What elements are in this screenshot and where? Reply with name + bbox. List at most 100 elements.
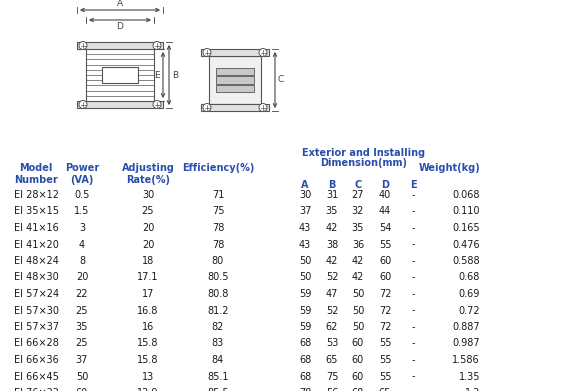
- Text: 65: 65: [326, 355, 338, 365]
- Text: EI 57×37: EI 57×37: [14, 322, 59, 332]
- Text: C: C: [354, 180, 362, 190]
- Text: 55: 55: [379, 339, 391, 348]
- Text: EI 41×20: EI 41×20: [14, 240, 59, 249]
- Text: 0.588: 0.588: [452, 256, 480, 266]
- Text: 1.586: 1.586: [452, 355, 480, 365]
- Text: 13: 13: [142, 371, 154, 382]
- Bar: [103, 67, 138, 83]
- Text: 4: 4: [79, 240, 85, 249]
- Text: 50: 50: [299, 273, 311, 283]
- Text: 85.1: 85.1: [207, 371, 229, 382]
- Text: E: E: [410, 180, 417, 190]
- Text: Exterior and Installing: Exterior and Installing: [303, 148, 426, 158]
- Text: 68: 68: [299, 371, 311, 382]
- Text: 1.35: 1.35: [458, 371, 480, 382]
- Text: 40: 40: [379, 190, 391, 200]
- Text: 72: 72: [379, 322, 391, 332]
- Text: 52: 52: [325, 273, 338, 283]
- Text: -: -: [411, 223, 415, 233]
- Text: 75: 75: [325, 371, 338, 382]
- Text: 16: 16: [142, 322, 154, 332]
- Text: 82: 82: [212, 322, 224, 332]
- Text: 78: 78: [212, 223, 224, 233]
- Circle shape: [203, 104, 211, 111]
- Text: 25: 25: [76, 339, 88, 348]
- Text: 31: 31: [326, 190, 338, 200]
- Circle shape: [153, 100, 161, 108]
- Text: 50: 50: [352, 322, 364, 332]
- Text: 0.5: 0.5: [74, 190, 90, 200]
- Text: 12.9: 12.9: [138, 388, 159, 391]
- Text: 42: 42: [352, 273, 364, 283]
- Text: 0.165: 0.165: [452, 223, 480, 233]
- Text: 50: 50: [352, 305, 364, 316]
- Text: -: -: [411, 190, 415, 200]
- Text: 60: 60: [379, 273, 391, 283]
- Text: EI 35×15: EI 35×15: [14, 206, 59, 217]
- Text: 20: 20: [142, 240, 154, 249]
- Bar: [209, 56, 261, 104]
- Text: 47: 47: [326, 289, 338, 299]
- Text: 37: 37: [76, 355, 88, 365]
- Text: 62: 62: [326, 322, 338, 332]
- Text: EI 76×33: EI 76×33: [14, 388, 59, 391]
- Text: 38: 38: [326, 240, 338, 249]
- Text: 83: 83: [212, 339, 224, 348]
- Text: Efficiency(%): Efficiency(%): [182, 163, 254, 173]
- Text: 15.8: 15.8: [138, 355, 159, 365]
- Text: -: -: [411, 322, 415, 332]
- Text: 52: 52: [325, 305, 338, 316]
- Text: 16.8: 16.8: [138, 305, 159, 316]
- Text: 15.8: 15.8: [138, 339, 159, 348]
- Text: 68: 68: [352, 388, 364, 391]
- Text: A: A: [117, 0, 123, 8]
- Text: 59: 59: [299, 322, 311, 332]
- Bar: [77, 101, 163, 108]
- Text: 35: 35: [326, 206, 338, 217]
- Text: EI 66×45: EI 66×45: [14, 371, 59, 382]
- Text: 42: 42: [326, 256, 338, 266]
- Text: D: D: [381, 180, 389, 190]
- Text: 78: 78: [299, 388, 311, 391]
- Text: 1.3: 1.3: [465, 388, 480, 391]
- Bar: [216, 85, 254, 93]
- Circle shape: [203, 48, 211, 57]
- Bar: [216, 68, 254, 75]
- Text: B: B: [172, 70, 178, 79]
- Text: EI 28×12: EI 28×12: [14, 190, 59, 200]
- Circle shape: [259, 104, 267, 111]
- Text: 55: 55: [379, 240, 391, 249]
- Text: 17.1: 17.1: [138, 273, 159, 283]
- Text: Weight(kg): Weight(kg): [418, 163, 480, 173]
- Text: 55: 55: [379, 371, 391, 382]
- Text: 0.987: 0.987: [452, 339, 480, 348]
- Text: 71: 71: [212, 190, 224, 200]
- Text: 85.5: 85.5: [207, 388, 229, 391]
- Text: Dimension(mm): Dimension(mm): [320, 158, 407, 168]
- Text: 50: 50: [76, 371, 88, 382]
- Circle shape: [259, 48, 267, 57]
- Text: Power
(VA): Power (VA): [65, 163, 99, 185]
- Text: B: B: [328, 180, 336, 190]
- Text: -: -: [411, 273, 415, 283]
- Text: 72: 72: [379, 289, 391, 299]
- Text: 59: 59: [299, 289, 311, 299]
- Text: 53: 53: [326, 339, 338, 348]
- Text: EI 66×36: EI 66×36: [14, 355, 59, 365]
- Text: 80.5: 80.5: [207, 273, 229, 283]
- Text: 17: 17: [142, 289, 154, 299]
- Text: 42: 42: [352, 256, 364, 266]
- Text: 35: 35: [76, 322, 88, 332]
- Text: 20: 20: [142, 223, 154, 233]
- Text: -: -: [411, 240, 415, 249]
- Text: EI 41×16: EI 41×16: [14, 223, 59, 233]
- Bar: [201, 104, 269, 111]
- Text: 35: 35: [352, 223, 364, 233]
- Text: 0.476: 0.476: [452, 240, 480, 249]
- Text: 68: 68: [299, 339, 311, 348]
- Text: 0.110: 0.110: [453, 206, 480, 217]
- Text: -: -: [411, 256, 415, 266]
- Text: 8: 8: [79, 256, 85, 266]
- Text: 22: 22: [76, 289, 88, 299]
- Text: 43: 43: [299, 240, 311, 249]
